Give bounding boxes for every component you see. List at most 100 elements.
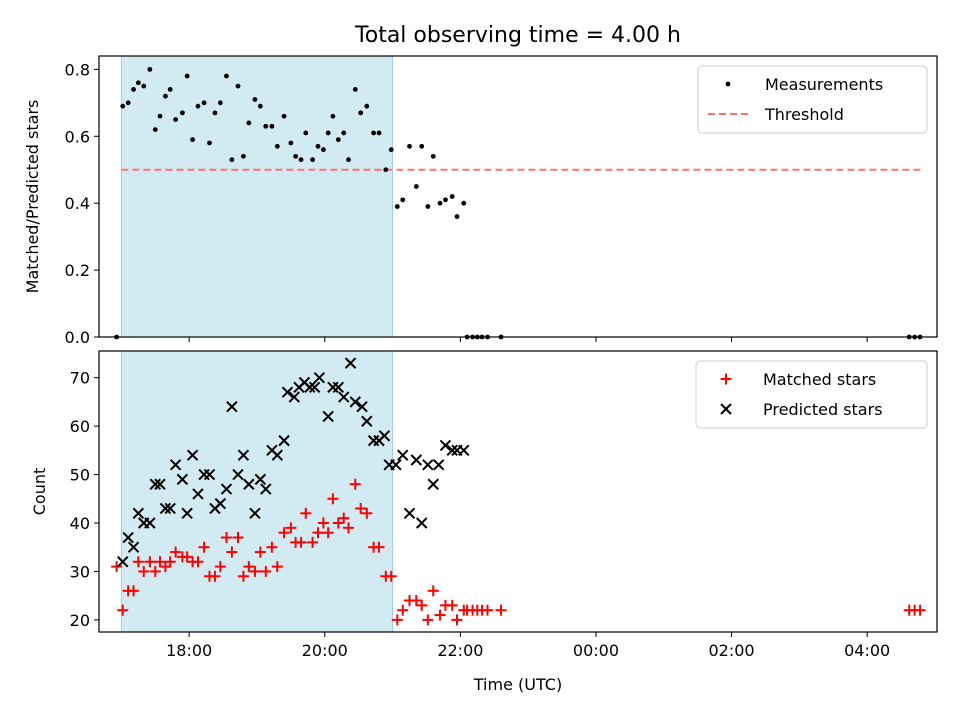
data-point xyxy=(416,517,428,529)
data-point xyxy=(128,585,140,597)
data-point xyxy=(201,100,207,106)
x-marker-b xyxy=(176,473,189,486)
data-point xyxy=(481,604,493,616)
data-point xyxy=(144,556,156,568)
data-point xyxy=(403,507,416,520)
x-marker-b xyxy=(720,403,732,415)
x-marker-b xyxy=(403,507,416,520)
data-point xyxy=(419,143,425,149)
data-point xyxy=(179,110,185,116)
legend-box xyxy=(695,360,928,429)
data-point xyxy=(226,401,238,413)
data-point xyxy=(378,430,391,442)
data-point xyxy=(141,83,147,89)
data-point xyxy=(385,570,397,582)
data-point xyxy=(361,507,373,519)
x-marker-b xyxy=(122,531,134,544)
x-tick-label: 04:00 xyxy=(844,641,890,660)
data-point xyxy=(356,401,368,413)
data-point xyxy=(278,434,290,447)
x-marker-b xyxy=(249,507,261,520)
data-point xyxy=(288,391,300,403)
data-point xyxy=(271,449,284,461)
x-marker-b xyxy=(322,410,334,423)
x-tick-label: 22:00 xyxy=(437,641,483,660)
data-point xyxy=(132,507,145,520)
data-point xyxy=(394,204,400,209)
data-point xyxy=(439,439,452,452)
x-marker-b xyxy=(356,401,368,413)
data-point xyxy=(212,110,218,116)
x-tick-label: 18:00 xyxy=(166,641,212,660)
data-point xyxy=(391,614,403,626)
data-point xyxy=(315,143,321,149)
data-point xyxy=(184,73,190,79)
x-marker-b xyxy=(254,473,267,486)
data-point xyxy=(167,87,173,92)
x-marker-b xyxy=(169,459,182,471)
data-point xyxy=(149,565,161,577)
data-point xyxy=(434,609,446,621)
y-tick-label: 20 xyxy=(70,611,90,630)
x-marker-b xyxy=(361,415,373,427)
data-point xyxy=(131,87,136,92)
x-marker-b xyxy=(458,444,470,457)
data-point xyxy=(229,157,235,163)
x-marker-b xyxy=(127,541,140,553)
data-point xyxy=(313,371,326,384)
data-point xyxy=(425,204,431,209)
x-marker-b xyxy=(164,502,176,515)
data-point xyxy=(407,143,412,149)
x-marker-b xyxy=(260,483,272,495)
data-point xyxy=(344,357,357,369)
data-point xyxy=(135,80,141,86)
data-point xyxy=(338,512,350,524)
data-point xyxy=(254,473,267,486)
x-marker-b xyxy=(149,478,161,490)
x-marker-b xyxy=(427,478,439,490)
observing-window-span xyxy=(120,55,394,338)
data-point xyxy=(364,103,370,109)
data-point xyxy=(260,565,272,577)
data-point xyxy=(138,565,150,577)
data-point xyxy=(422,459,434,471)
data-point xyxy=(430,153,436,159)
data-point xyxy=(224,73,229,79)
data-point xyxy=(278,527,290,539)
x-marker-b xyxy=(278,434,290,447)
x-marker-b xyxy=(298,376,311,389)
legend-box xyxy=(697,65,928,134)
data-point xyxy=(232,532,244,544)
data-point xyxy=(117,556,129,568)
data-point xyxy=(243,561,255,573)
data-point xyxy=(144,517,156,529)
data-point xyxy=(217,100,223,106)
series-measurements xyxy=(114,66,923,340)
x-marker-b xyxy=(237,449,250,461)
data-point xyxy=(321,147,326,153)
data-point xyxy=(312,527,324,539)
data-point xyxy=(237,570,249,582)
data-point xyxy=(176,473,189,486)
data-point xyxy=(376,130,382,136)
data-point xyxy=(410,454,423,466)
y-tick-label: 0.0 xyxy=(65,328,90,347)
data-point xyxy=(252,97,258,102)
data-point xyxy=(373,541,385,553)
data-point xyxy=(400,197,406,203)
data-point xyxy=(157,113,163,119)
x-marker-b xyxy=(132,507,145,520)
x-marker-b xyxy=(203,468,216,481)
data-point xyxy=(413,184,419,189)
data-point xyxy=(117,604,129,616)
x-marker-b xyxy=(281,386,294,398)
data-point xyxy=(195,103,201,109)
x-marker-b xyxy=(243,478,255,490)
y-tick-label: 0.8 xyxy=(65,60,90,79)
data-point xyxy=(371,130,376,136)
data-point xyxy=(449,194,455,199)
legend-dot-swatch xyxy=(725,81,731,87)
data-point xyxy=(249,565,261,577)
x-marker-b xyxy=(332,381,345,394)
x-marker-b xyxy=(304,381,316,394)
